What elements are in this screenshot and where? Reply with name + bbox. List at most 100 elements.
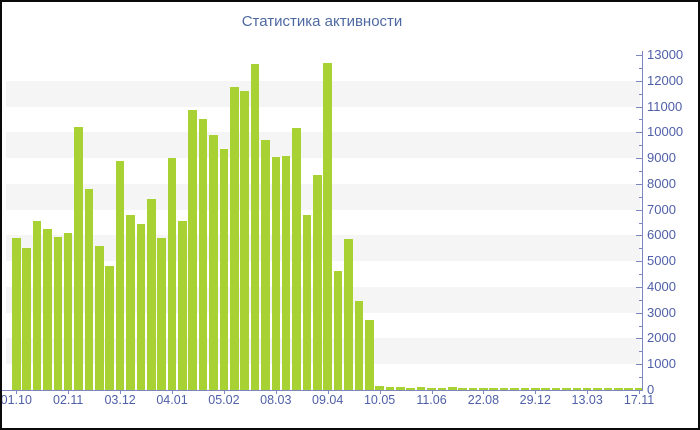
bar bbox=[74, 127, 83, 390]
y-tick-label: 6000 bbox=[647, 227, 676, 243]
bar bbox=[12, 237, 21, 390]
y-tick bbox=[636, 286, 642, 288]
y-tick-label: 7000 bbox=[647, 201, 676, 217]
y-tick bbox=[636, 209, 642, 211]
y-minor-tick bbox=[639, 93, 642, 95]
x-tick bbox=[639, 390, 641, 394]
y-tick bbox=[636, 183, 642, 185]
x-tick bbox=[68, 390, 70, 394]
bar bbox=[84, 189, 94, 390]
bar bbox=[520, 387, 530, 390]
x-tick-label: 17.11 bbox=[623, 393, 655, 407]
bar bbox=[634, 387, 644, 390]
y-minor-tick bbox=[639, 222, 642, 224]
bar bbox=[385, 387, 395, 390]
bar bbox=[323, 62, 332, 390]
bar bbox=[541, 388, 550, 390]
chart-title: Статистика активности bbox=[241, 13, 403, 30]
bar bbox=[416, 387, 426, 390]
bar bbox=[447, 387, 457, 390]
bar bbox=[198, 119, 208, 390]
bar bbox=[375, 386, 384, 390]
bar bbox=[479, 387, 488, 390]
x-tick-label: 04.01 bbox=[156, 393, 188, 407]
x-tick-label: 01.10 bbox=[0, 393, 32, 407]
bar bbox=[126, 214, 135, 390]
bar bbox=[281, 155, 291, 390]
bar bbox=[219, 149, 229, 390]
bar bbox=[229, 87, 239, 390]
y-tick-label: 2000 bbox=[647, 330, 676, 346]
x-tick bbox=[275, 390, 277, 394]
x-tick-label: 11.06 bbox=[416, 393, 447, 407]
y-tick bbox=[636, 390, 642, 391]
bar bbox=[468, 387, 478, 390]
y-minor-tick bbox=[639, 274, 642, 276]
x-tick bbox=[483, 390, 485, 394]
bar bbox=[406, 387, 416, 390]
y-tick bbox=[636, 80, 642, 82]
y-minor-tick bbox=[639, 325, 642, 327]
bar bbox=[292, 128, 301, 390]
bar bbox=[136, 223, 146, 390]
bar bbox=[146, 199, 156, 390]
bar bbox=[624, 388, 633, 390]
y-minor-tick bbox=[639, 170, 642, 172]
y-tick bbox=[636, 158, 642, 160]
y-minor-tick bbox=[639, 299, 642, 301]
y-tick bbox=[636, 132, 642, 134]
x-tick bbox=[379, 390, 381, 394]
x-tick-label: 22.08 bbox=[467, 393, 500, 407]
bar bbox=[364, 320, 374, 390]
y-axis-line bbox=[642, 51, 643, 391]
grid-band bbox=[6, 235, 640, 262]
bar bbox=[344, 239, 353, 390]
bar bbox=[115, 160, 125, 390]
bar bbox=[178, 221, 187, 390]
y-tick bbox=[636, 364, 642, 366]
bar bbox=[499, 387, 509, 390]
x-tick-label: 03.12 bbox=[104, 393, 136, 407]
x-tick bbox=[172, 390, 173, 394]
bar bbox=[562, 388, 571, 390]
y-tick bbox=[636, 235, 642, 237]
y-minor-tick bbox=[639, 351, 642, 353]
bar bbox=[427, 388, 436, 390]
x-tick-label: 29.12 bbox=[519, 393, 551, 407]
y-tick-label: 12000 bbox=[647, 72, 684, 88]
grid-band bbox=[6, 132, 640, 159]
x-tick bbox=[535, 390, 537, 394]
bar bbox=[396, 386, 405, 390]
bar bbox=[551, 387, 561, 390]
bar bbox=[572, 387, 582, 390]
y-tick-label: 10000 bbox=[647, 124, 684, 140]
y-tick-label: 11000 bbox=[647, 98, 683, 114]
bar bbox=[302, 214, 312, 390]
bar bbox=[313, 174, 322, 390]
bar bbox=[261, 140, 270, 390]
y-minor-tick bbox=[639, 119, 642, 121]
bar bbox=[250, 64, 260, 390]
bar bbox=[95, 245, 104, 390]
bar bbox=[354, 301, 364, 390]
y-tick bbox=[636, 55, 642, 56]
y-minor-tick bbox=[639, 67, 642, 69]
y-tick-label: 13000 bbox=[647, 47, 684, 62]
y-tick-label: 5000 bbox=[647, 253, 676, 269]
y-tick-label: 3000 bbox=[647, 304, 676, 320]
y-minor-tick bbox=[639, 145, 642, 147]
bar bbox=[22, 248, 31, 390]
bar bbox=[333, 271, 343, 390]
grid-band bbox=[6, 80, 640, 107]
bar bbox=[167, 158, 177, 390]
x-tick-label: 08.03 bbox=[260, 393, 292, 407]
x-tick-label: 09.04 bbox=[312, 393, 344, 407]
y-tick bbox=[636, 338, 642, 340]
x-tick bbox=[431, 390, 433, 394]
y-tick-label: 9000 bbox=[647, 150, 676, 166]
bar bbox=[63, 232, 73, 390]
bar bbox=[489, 388, 499, 390]
grid-band bbox=[6, 183, 640, 210]
y-tick-label: 0 bbox=[647, 382, 655, 397]
